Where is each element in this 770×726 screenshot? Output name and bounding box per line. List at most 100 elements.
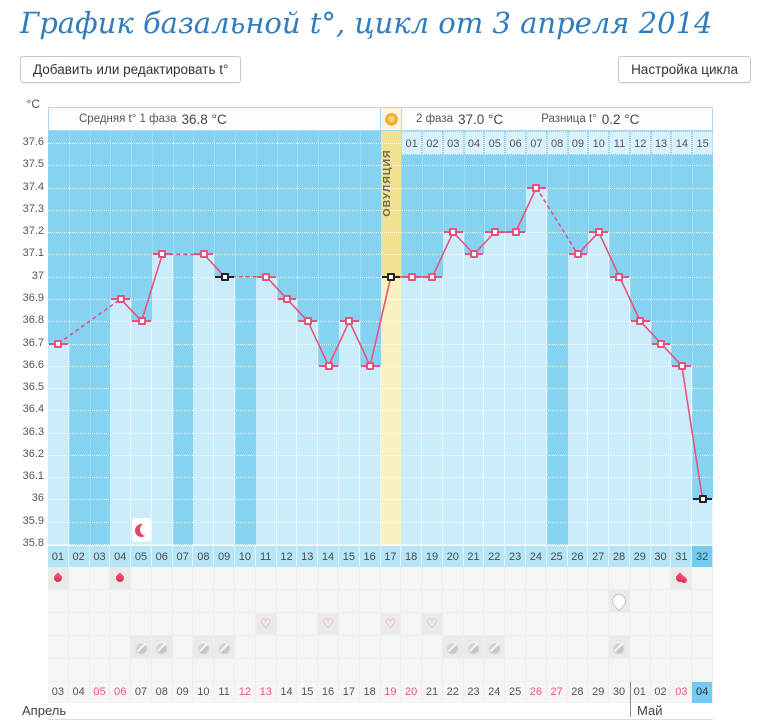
temp-point[interactable] bbox=[532, 183, 541, 192]
annotation-cell-pills bbox=[401, 636, 423, 659]
cycle-day-cell[interactable]: 01 bbox=[48, 545, 69, 567]
annotation-cell-extra bbox=[338, 659, 360, 682]
temp-point[interactable] bbox=[490, 228, 499, 237]
cycle-day-cell[interactable]: 28 bbox=[609, 545, 630, 567]
temp-point[interactable] bbox=[573, 250, 582, 259]
temp-point[interactable] bbox=[137, 317, 146, 326]
annotation-cell-menstruation bbox=[68, 567, 90, 590]
gridline bbox=[48, 209, 713, 211]
temp-point[interactable] bbox=[428, 272, 437, 281]
cycle-day-cell[interactable]: 30 bbox=[650, 545, 672, 567]
temp-point[interactable] bbox=[324, 361, 333, 370]
menstruation-drop-icon bbox=[52, 572, 64, 584]
cycle-day-cell[interactable]: 25 bbox=[546, 545, 568, 567]
date-cell: 10 bbox=[193, 682, 215, 703]
temp-point[interactable] bbox=[386, 272, 395, 281]
gridline bbox=[48, 521, 713, 523]
temp-point[interactable] bbox=[158, 250, 167, 259]
toolbar: Добавить или редактировать t° Настройка … bbox=[20, 56, 751, 83]
annotation-cell-extra bbox=[255, 659, 277, 682]
annotation-cell-extra bbox=[318, 659, 339, 682]
annotation-cell-intimacy bbox=[151, 613, 173, 636]
date-cell: 19 bbox=[380, 682, 402, 703]
cycle-day-cell[interactable]: 08 bbox=[193, 545, 215, 567]
temp-point[interactable] bbox=[594, 228, 603, 237]
cycle-day-cell[interactable]: 26 bbox=[567, 545, 589, 567]
annotation-cell-pills bbox=[131, 636, 152, 659]
temp-point[interactable] bbox=[282, 294, 291, 303]
cycle-day-cell[interactable]: 10 bbox=[235, 545, 256, 567]
cycle-settings-button[interactable]: Настройка цикла bbox=[618, 56, 751, 83]
annotation-cell-extra bbox=[422, 659, 443, 682]
temp-point[interactable] bbox=[116, 294, 125, 303]
annotation-cell-intimacy bbox=[463, 613, 485, 636]
cycle-day-cell[interactable]: 15 bbox=[338, 545, 360, 567]
cycle-day-cell[interactable]: 31 bbox=[671, 545, 693, 567]
cycle-day-cell[interactable]: 23 bbox=[505, 545, 526, 567]
temp-point[interactable] bbox=[511, 228, 520, 237]
annotation-cell-discharge bbox=[359, 590, 381, 613]
phase2-day-cell: 15 bbox=[692, 131, 713, 155]
cycle-day-cell[interactable]: 07 bbox=[172, 545, 194, 567]
cycle-day-cell[interactable]: 20 bbox=[442, 545, 464, 567]
temp-point[interactable] bbox=[54, 339, 63, 348]
cycle-day-cell[interactable]: 19 bbox=[422, 545, 443, 567]
date-cell: 01 bbox=[629, 682, 651, 703]
temp-point[interactable] bbox=[698, 495, 707, 504]
cycle-day-cell[interactable]: 11 bbox=[255, 545, 277, 567]
temp-point[interactable] bbox=[199, 250, 208, 259]
add-edit-temp-button[interactable]: Добавить или редактировать t° bbox=[20, 56, 242, 83]
temp-point[interactable] bbox=[470, 250, 479, 259]
temp-point[interactable] bbox=[345, 317, 354, 326]
annotation-cell-intimacy bbox=[89, 613, 111, 636]
temp-point[interactable] bbox=[449, 228, 458, 237]
gridline bbox=[48, 343, 713, 345]
cycle-day-cell[interactable]: 03 bbox=[89, 545, 111, 567]
annotation-cell-extra bbox=[193, 659, 215, 682]
cycle-day-cell[interactable]: 12 bbox=[276, 545, 298, 567]
cycle-day-cell[interactable]: 17 bbox=[380, 545, 402, 567]
gridline bbox=[48, 544, 713, 545]
temp-point[interactable] bbox=[677, 361, 686, 370]
cycle-day-cell[interactable]: 02 bbox=[68, 545, 90, 567]
cycle-day-cell[interactable]: 05 bbox=[131, 545, 152, 567]
annotation-cell-extra bbox=[89, 659, 111, 682]
annotation-cell-menstruation bbox=[609, 567, 630, 590]
cycle-day-cell[interactable]: 06 bbox=[151, 545, 173, 567]
cycle-day-cell[interactable]: 18 bbox=[401, 545, 423, 567]
temp-bar bbox=[151, 254, 173, 545]
temp-point[interactable] bbox=[615, 272, 624, 281]
y-axis-label: 36.9 bbox=[22, 291, 44, 304]
pill-icon bbox=[156, 641, 168, 653]
temp-point[interactable] bbox=[407, 272, 416, 281]
gridline bbox=[48, 477, 713, 479]
cycle-day-cell[interactable]: 32 bbox=[692, 545, 713, 567]
cycle-day-cell[interactable]: 14 bbox=[318, 545, 339, 567]
temp-point[interactable] bbox=[366, 361, 375, 370]
cycle-day-cell[interactable]: 21 bbox=[463, 545, 485, 567]
date-cell: 27 bbox=[546, 682, 568, 703]
cycle-day-cell[interactable]: 16 bbox=[359, 545, 381, 567]
temp-point[interactable] bbox=[303, 317, 312, 326]
cycle-day-cell[interactable]: 04 bbox=[110, 545, 132, 567]
phase1-label: Средняя t° 1 фаза bbox=[79, 113, 177, 125]
cycle-day-cell[interactable]: 24 bbox=[525, 545, 547, 567]
annotation-cell-extra bbox=[276, 659, 298, 682]
gridline bbox=[48, 410, 713, 412]
temp-point[interactable] bbox=[262, 272, 271, 281]
annotation-cell-discharge bbox=[629, 590, 651, 613]
cycle-day-cell[interactable]: 09 bbox=[214, 545, 236, 567]
annotation-cell-intimacy bbox=[505, 613, 526, 636]
date-cell: 04 bbox=[68, 682, 90, 703]
cycle-day-cell[interactable]: 27 bbox=[588, 545, 610, 567]
temp-point[interactable] bbox=[220, 272, 229, 281]
temp-point[interactable] bbox=[657, 339, 666, 348]
y-axis-label: 36.4 bbox=[22, 403, 44, 416]
cycle-day-cell[interactable]: 22 bbox=[484, 545, 506, 567]
cycle-day-cell[interactable]: 13 bbox=[297, 545, 319, 567]
cycle-day-cell[interactable]: 29 bbox=[629, 545, 651, 567]
ovulation-header-cell bbox=[380, 107, 402, 131]
temp-point[interactable] bbox=[636, 317, 645, 326]
column-separator bbox=[68, 131, 70, 545]
